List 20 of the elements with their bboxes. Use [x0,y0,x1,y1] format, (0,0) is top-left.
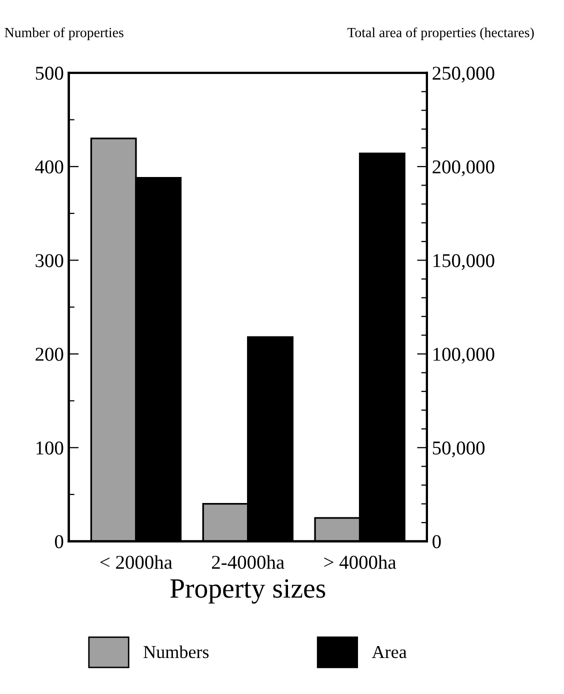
y2-axis-title: Total area of properties (hectares) [347,27,534,40]
y-tick-label: 200 [36,348,64,361]
y2-tick-label: 150,000 [434,254,494,270]
y-tick-label: 100 [36,441,64,455]
y-axis-title: Number of properties [4,27,124,40]
y-tick-label: 500 [36,66,64,80]
y2-tick-label: 250,000 [432,66,494,83]
legend-label: Area [372,646,407,658]
y-tick-label: 400 [35,160,64,174]
y2-tick-label: 50,000 [432,441,485,458]
legend-label: Numbers [144,645,209,658]
y2-tick-label: 200,000 [432,160,494,176]
y-tick-label: 300 [36,254,64,268]
y2-tick-label: 0 [432,535,441,548]
x-tick-label: < 2000ha [100,555,172,569]
x-tick-label: 2-4000ha [212,555,284,569]
x-tick-label: > 4000ha [324,555,396,569]
y-tick-label: 0 [54,535,64,548]
x-axis-title: Property sizes [170,579,326,604]
y2-tick-label: 100,000 [434,348,494,364]
